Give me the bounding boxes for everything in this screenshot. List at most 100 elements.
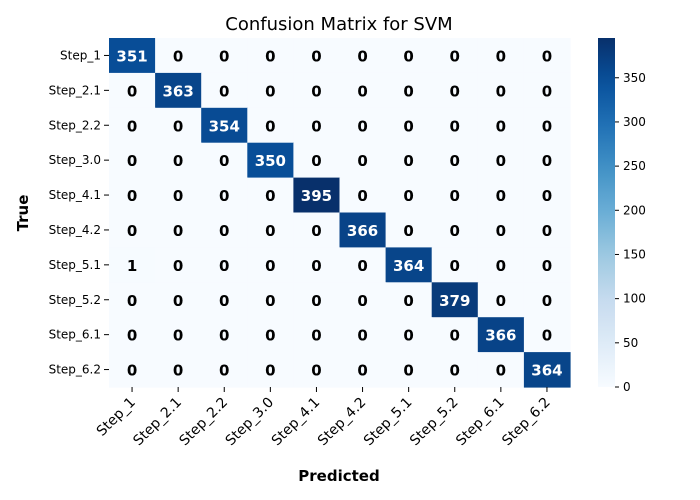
- x-tick-label: Step_5.2: [407, 395, 462, 450]
- heatmap-cell: [293, 352, 341, 388]
- heatmap-cell: [523, 107, 571, 144]
- heatmap-cell: [477, 352, 525, 388]
- heatmap-cell: [155, 212, 202, 248]
- cell-value-label: 0: [311, 292, 321, 310]
- heatmap-cell: [109, 142, 156, 179]
- cell-value-label: 0: [496, 257, 506, 275]
- cell-value-label: 0: [542, 47, 552, 65]
- cell-value-label: 0: [219, 82, 229, 100]
- heatmap-cell: [339, 38, 387, 74]
- x-tick-label: Step_6.2: [499, 395, 554, 450]
- cell-value-label: 350: [255, 152, 286, 170]
- y-axis-label: True: [14, 195, 32, 232]
- x-tick-label: Step_4.2: [315, 395, 370, 450]
- cell-value-label: 0: [311, 47, 321, 65]
- heatmap-cell: [155, 177, 202, 214]
- heatmap-cell: [385, 177, 433, 214]
- cell-value-label: 0: [265, 292, 275, 310]
- cell-value-label: 0: [357, 117, 367, 135]
- cell-value-label: 0: [265, 117, 275, 135]
- cell-value-label: 0: [173, 187, 183, 205]
- cell-value-label: 0: [542, 222, 552, 240]
- heatmap-cell: [385, 247, 433, 283]
- cell-value-label: 366: [485, 327, 516, 345]
- cell-value-label: 354: [209, 117, 240, 135]
- heatmap-cell: [477, 142, 525, 179]
- cell-value-label: 0: [357, 82, 367, 100]
- heatmap-cell: [109, 38, 156, 74]
- heatmap-cell: [339, 352, 387, 388]
- cell-value-label: 0: [219, 292, 229, 310]
- cell-value-label: 0: [496, 82, 506, 100]
- cell-value-label: 0: [403, 327, 413, 345]
- cell-value-label: 1: [127, 257, 137, 275]
- cell-value-label: 0: [403, 292, 413, 310]
- cell-value-label: 0: [542, 152, 552, 170]
- heatmap-cell: [155, 282, 202, 318]
- cell-value-label: 0: [403, 117, 413, 135]
- cell-value-label: 0: [357, 327, 367, 345]
- heatmap-cell: [523, 352, 571, 388]
- cell-value-label: 0: [403, 82, 413, 100]
- heatmap-cell: [109, 282, 156, 318]
- cell-value-label: 366: [347, 222, 378, 240]
- x-tick-label: Step_3.0: [223, 395, 278, 450]
- heatmap-cell: [155, 247, 202, 283]
- heatmap-cell: [201, 317, 248, 353]
- heatmap-cell: [431, 72, 479, 109]
- cell-value-label: 0: [403, 222, 413, 240]
- colorbar-tick-label: 200: [623, 203, 646, 217]
- heatmap-cell: [201, 352, 248, 388]
- cell-value-label: 0: [403, 47, 413, 65]
- heatmap-cell: [431, 142, 479, 179]
- heatmap-cell: [293, 247, 341, 283]
- heatmap-cell: [293, 142, 341, 179]
- heatmap-cell: [109, 107, 156, 144]
- heatmap-cell: [523, 72, 571, 109]
- heatmap-cells: [109, 38, 571, 388]
- heatmap-cell: [247, 247, 294, 283]
- heatmap-cell: [339, 282, 387, 318]
- cell-value-label: 0: [496, 47, 506, 65]
- cell-value-label: 0: [450, 257, 460, 275]
- heatmap-cell: [155, 38, 202, 74]
- cell-value-label: 0: [403, 152, 413, 170]
- x-tick-label: Step_4.1: [269, 395, 324, 450]
- cell-value-label: 0: [311, 362, 321, 380]
- cell-value-label: 0: [127, 82, 137, 100]
- heatmap-cell: [431, 282, 479, 318]
- cell-value-label: 0: [403, 362, 413, 380]
- x-axis-tick-labels: Step_1Step_2.1Step_2.2Step_3.0Step_4.1St…: [94, 387, 554, 449]
- heatmap-cell: [477, 282, 525, 318]
- x-tick-label: Step_2.1: [130, 395, 185, 450]
- cell-value-label: 0: [173, 47, 183, 65]
- heatmap-cell: [523, 142, 571, 179]
- cell-value-label: 0: [496, 292, 506, 310]
- cell-value-label: 379: [439, 292, 470, 310]
- cell-value-label: 0: [127, 362, 137, 380]
- heatmap-cell: [339, 107, 387, 144]
- cell-value-label: 0: [450, 117, 460, 135]
- cell-value-label: 0: [219, 222, 229, 240]
- cell-value-label: 0: [127, 152, 137, 170]
- cell-value-label: 0: [173, 117, 183, 135]
- cell-value-label: 0: [265, 82, 275, 100]
- cell-value-label: 0: [542, 82, 552, 100]
- colorbar-tick-label: 100: [623, 292, 646, 306]
- heatmap-cell: [477, 38, 525, 74]
- heatmap-cell: [247, 107, 294, 144]
- heatmap-cell: [247, 177, 294, 214]
- heatmap-cell: [109, 72, 156, 109]
- heatmap-cell: [477, 247, 525, 283]
- heatmap-cell: [523, 247, 571, 283]
- heatmap-cell: [247, 72, 294, 109]
- x-axis-label: Predicted: [298, 467, 379, 485]
- heatmap-cell: [201, 107, 248, 144]
- heatmap-cell: [109, 177, 156, 214]
- heatmap-cell: [431, 317, 479, 353]
- heatmap-cell: [201, 142, 248, 179]
- cell-value-label: 351: [116, 47, 147, 65]
- heatmap-cell: [385, 72, 433, 109]
- y-tick-label: Step_6.1: [49, 328, 101, 342]
